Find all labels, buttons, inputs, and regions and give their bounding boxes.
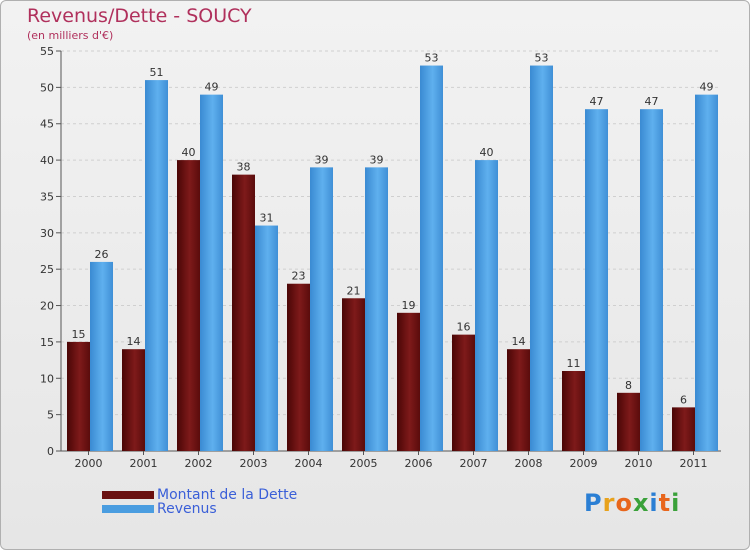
x-tick-label: 2000 [75,457,103,470]
value-label-dette: 8 [625,379,632,392]
bar-dette-2011 [672,407,695,451]
x-tick-label: 2008 [515,457,543,470]
x-tick-label: 2007 [460,457,488,470]
bar-revenus-2001 [145,80,168,451]
y-tick-label: 45 [40,118,54,131]
bar-dette-2004 [287,283,310,451]
y-tick-label: 35 [40,190,54,203]
value-label-revenus: 40 [480,146,494,159]
value-label-dette: 40 [182,146,196,159]
x-tick-label: 2011 [680,457,708,470]
logo-letter: i [649,489,659,517]
value-label-revenus: 47 [590,95,604,108]
bars [67,65,718,452]
value-label-revenus: 39 [315,153,329,166]
bar-revenus-2004 [310,167,333,451]
legend-label-dette: Montant de la Dette [157,487,298,503]
value-label-revenus: 47 [645,95,659,108]
y-tick-label: 5 [47,409,54,422]
chart-title: Revenus/Dette - SOUCY [27,5,252,27]
bar-revenus-2008 [530,65,553,451]
x-tick-label: 2010 [625,457,653,470]
y-tick-label: 25 [40,263,54,276]
bar-dette-2005 [342,298,365,451]
y-tick-label: 55 [40,45,54,58]
value-label-dette: 38 [237,161,251,174]
y-tick-label: 30 [40,227,54,240]
y-tick-label: 0 [47,445,54,458]
y-tick-label: 10 [40,372,54,385]
bar-dette-2010 [617,392,640,451]
value-label-revenus: 49 [205,81,219,94]
logo-letter: i [671,489,681,517]
logo-letter: x [632,489,650,517]
value-label-revenus: 26 [95,248,109,261]
bar-revenus-2007 [475,160,498,451]
value-label-revenus: 49 [700,81,714,94]
logo-letter: r [602,489,616,517]
value-label-revenus: 53 [535,52,549,65]
x-tick-label: 2005 [350,457,378,470]
x-tick-label: 2002 [185,457,213,470]
bar-dette-2003 [232,174,255,452]
bar-revenus-2002 [200,94,223,452]
bar-revenus-2005 [365,167,388,451]
x-tick-label: 2009 [570,457,598,470]
axes: 0 5 10 15 20 25 30 35 40 45 50 55 2000 2001 2002 2003 20… [40,45,721,470]
bar-revenus-2009 [585,109,608,451]
logo-letter: o [615,489,633,517]
bar-dette-2001 [122,349,145,451]
bar-dette-2009 [562,371,585,451]
value-label-revenus: 53 [425,52,439,65]
legend-swatch-revenus [102,505,154,513]
chart-subtitle: (en milliers d'€) [27,29,114,42]
bar-dette-2007 [452,334,475,451]
bar-dette-2000 [67,341,90,451]
legend-label-revenus: Revenus [157,501,217,517]
y-tick-label: 15 [40,336,54,349]
value-label-revenus: 51 [150,66,164,79]
bar-dette-2008 [507,349,530,451]
bar-revenus-2010 [640,109,663,451]
legend-swatch-dette [102,491,154,499]
logo-letter: P [584,489,603,517]
x-tick-label: 2001 [130,457,158,470]
x-tick-label: 2006 [405,457,433,470]
value-label-revenus: 31 [260,212,274,225]
value-label-dette: 14 [512,335,526,348]
value-label-revenus: 39 [370,153,384,166]
value-label-dette: 16 [457,321,471,334]
value-label-dette: 14 [127,335,141,348]
y-tick-label: 20 [40,300,54,313]
grid-lines [61,50,721,416]
bar-revenus-2011 [695,94,718,452]
x-tick-label: 2004 [295,457,323,470]
bar-revenus-2000 [90,261,113,451]
value-label-dette: 11 [567,357,581,370]
value-label-dette: 19 [402,299,416,312]
value-labels: 15 26 14 51 40 49 38 31 23 39 21 39 19 53 16 40 14 53 11 47… [72,52,714,407]
y-tick-label: 50 [40,81,54,94]
value-label-dette: 15 [72,328,86,341]
x-tick-label: 2003 [240,457,268,470]
bar-revenus-2006 [420,65,443,451]
value-label-dette: 21 [347,284,361,297]
value-label-dette: 23 [292,270,306,283]
bar-revenus-2003 [255,225,278,451]
logo-letter: t [658,489,672,517]
value-label-dette: 6 [680,393,687,406]
bar-dette-2002 [177,160,200,451]
y-tick-label: 40 [40,154,54,167]
bar-dette-2006 [397,312,420,451]
proxiti-logo: Proxiti [584,489,680,517]
